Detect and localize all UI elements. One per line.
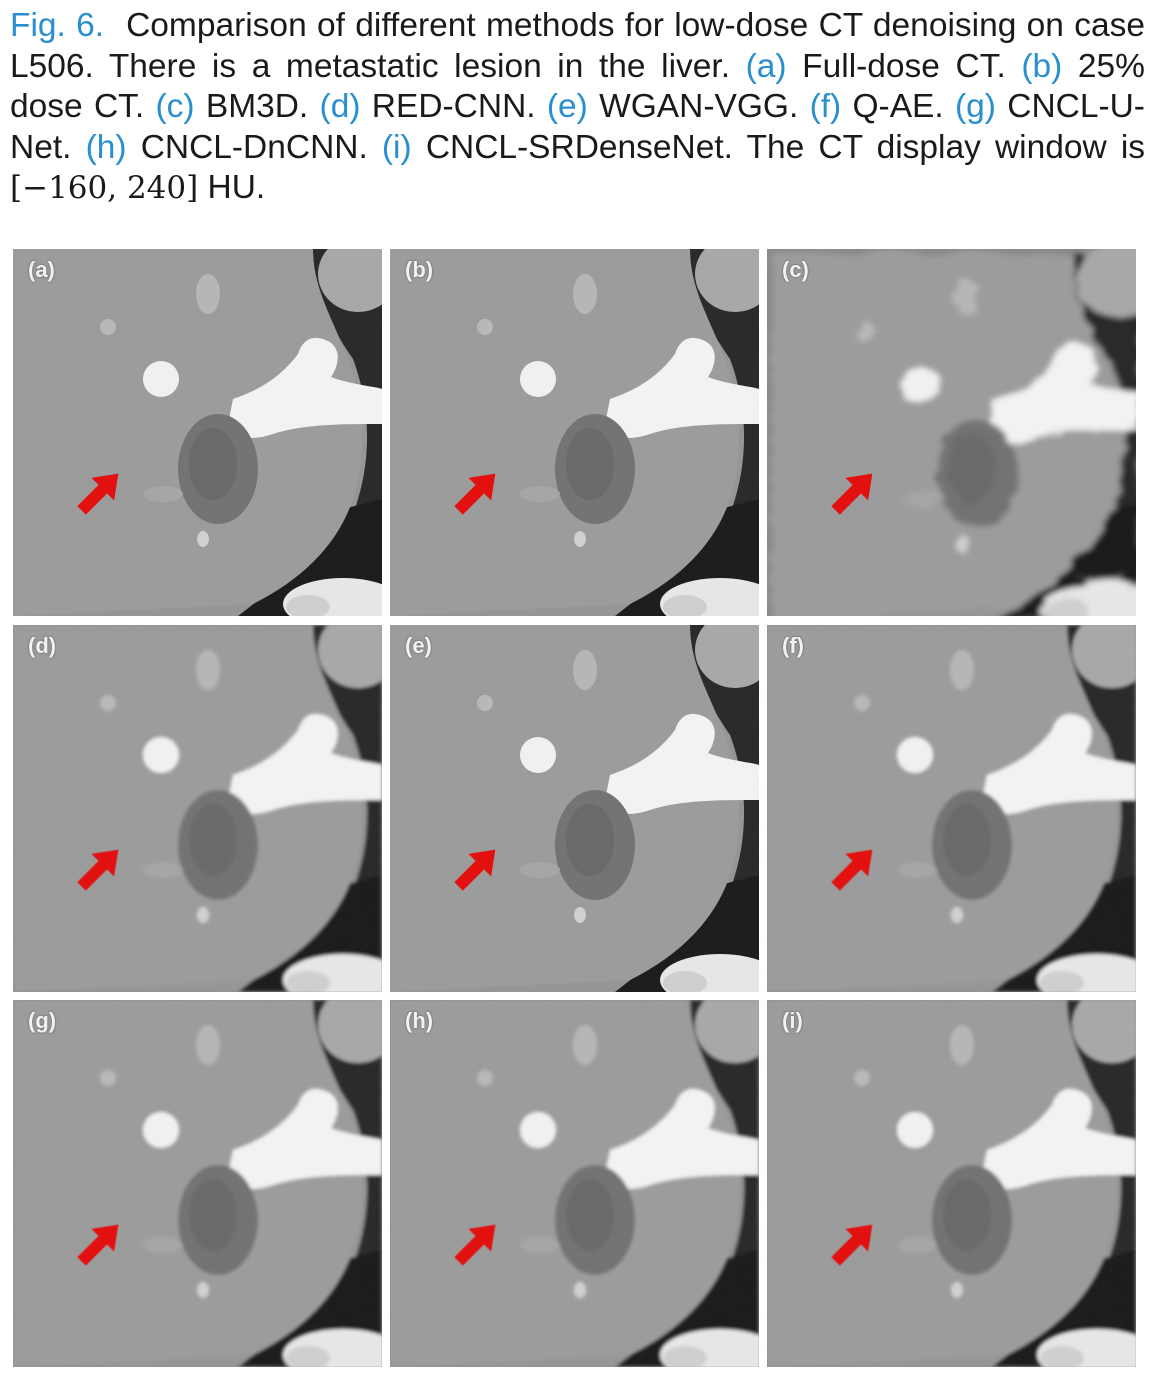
panel-label: (e) [405, 633, 432, 658]
caption-ref-c: (c) [155, 88, 195, 125]
ct-panel-e: (e) [390, 625, 759, 992]
panel-label: (b) [405, 257, 434, 282]
caption-ref-g: (g) [955, 88, 996, 125]
caption-ref-i: (i) [381, 128, 412, 166]
ct-panel-d: (d) [13, 625, 382, 992]
ct-image [390, 249, 759, 616]
panel-label: (a) [28, 257, 55, 282]
ct-image [13, 625, 382, 992]
arrow-icon [831, 849, 873, 891]
ct-image [390, 625, 759, 992]
caption-window-text: The CT display window is [746, 128, 1146, 166]
ct-panel-f: (f) [767, 625, 1136, 992]
figure-grid: (a) [13, 249, 1137, 1368]
arrow-icon [454, 1224, 496, 1266]
caption-item-f: Q-AE. [852, 88, 944, 125]
ct-image [13, 249, 382, 616]
arrow-icon [831, 1224, 873, 1266]
figure-label: Fig. 6. [10, 7, 105, 44]
arrow-icon [454, 473, 496, 515]
caption-ref-b: (b) [1021, 47, 1063, 85]
ct-panel-h: (h) [390, 1000, 759, 1367]
caption-ref-f: (f) [809, 88, 842, 125]
figure-caption: Fig. 6. Comparison of different methods f… [10, 6, 1145, 209]
caption-item-h: CNCL-DnCNN. [140, 128, 368, 166]
arrow-icon [77, 849, 119, 891]
caption-item-i: CNCL-SRDenseNet. [425, 128, 733, 166]
arrow-icon [831, 473, 873, 515]
caption-ref-a: (a) [745, 47, 787, 85]
arrow-icon [454, 849, 496, 891]
ct-panel-b: (b) [390, 249, 759, 616]
caption-ref-e: (e) [546, 88, 588, 125]
caption-item-d: RED-CNN. [371, 88, 536, 125]
panel-label: (d) [28, 633, 57, 658]
panel-label: (f) [782, 633, 804, 658]
caption-item-c: BM3D. [205, 88, 309, 125]
caption-text: Comparison of different methods for low-… [10, 7, 1145, 85]
caption-window-unit: HU. [207, 169, 266, 206]
ct-panel-g: (g) [13, 1000, 382, 1367]
caption-window-range: [−160, 240] [10, 170, 199, 206]
ct-panel-a: (a) [13, 249, 382, 616]
arrow-icon [77, 473, 119, 515]
ct-panel-i: (i) [767, 1000, 1136, 1367]
caption-item-b: 25% dose CT. [10, 47, 1145, 126]
panel-label: (h) [405, 1008, 434, 1033]
ct-image [767, 249, 1136, 616]
caption-ref-d: (d) [319, 88, 361, 125]
ct-image [13, 1000, 382, 1367]
panel-label: (g) [28, 1008, 57, 1033]
ct-image [390, 1000, 759, 1367]
arrow-icon [77, 1224, 119, 1266]
caption-item-g: CNCL-U-Net. [10, 88, 1145, 166]
caption-item-a: Full-dose CT. [802, 47, 1006, 85]
ct-image [767, 625, 1136, 992]
panel-label: (c) [782, 257, 809, 282]
caption-ref-h: (h) [85, 128, 127, 166]
caption-item-e: WGAN-VGG. [599, 88, 799, 125]
ct-image [767, 1000, 1136, 1367]
ct-panel-c: (c) [767, 249, 1136, 616]
panel-label: (i) [782, 1008, 803, 1033]
